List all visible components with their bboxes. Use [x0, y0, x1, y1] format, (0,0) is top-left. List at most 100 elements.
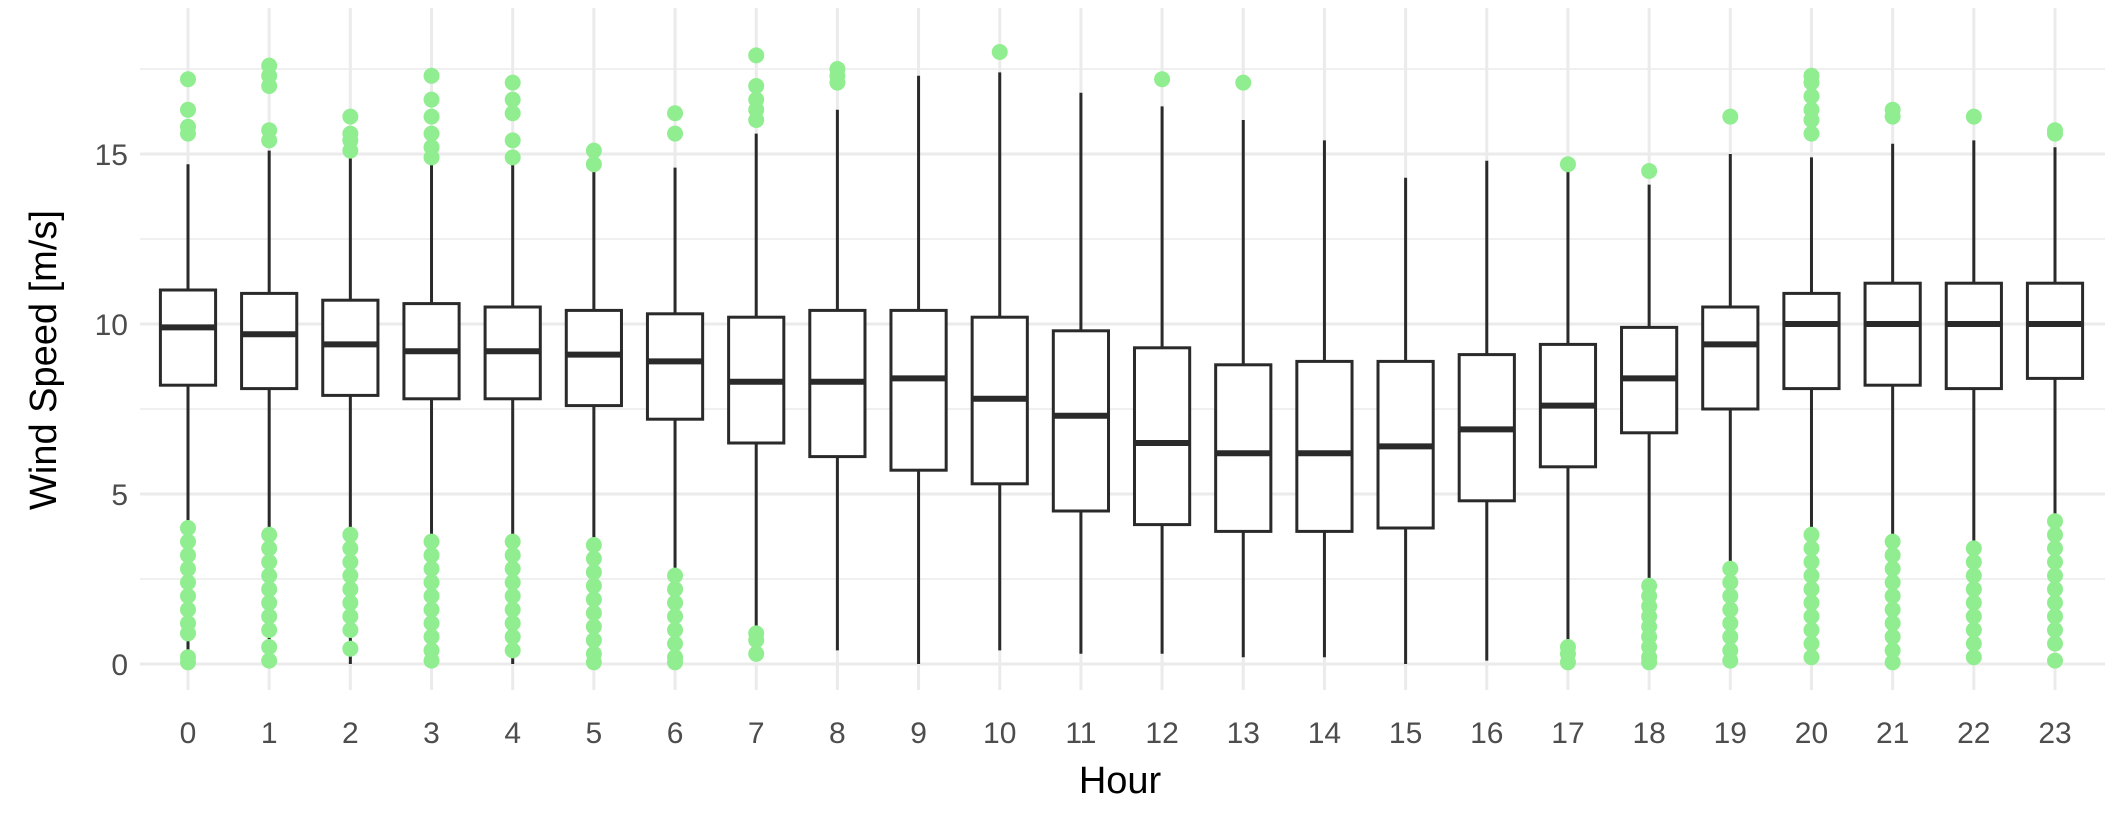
outlier-point: [180, 560, 196, 577]
outlier-point: [504, 74, 521, 91]
outlier-point: [667, 125, 684, 142]
x-tick-label: 9: [910, 717, 927, 750]
x-axis-title: Hour: [1079, 760, 1162, 802]
x-tick-label: 1: [261, 717, 278, 750]
outlier-point: [667, 608, 684, 625]
outlier-point: [342, 567, 359, 584]
box-hour-19: [1701, 154, 1760, 566]
outlier-point: [342, 526, 359, 543]
outlier-point: [342, 608, 359, 625]
outlier-point: [180, 547, 196, 564]
box-hour-10: [970, 72, 1029, 651]
outlier-point: [1803, 526, 1820, 543]
outlier-point: [342, 554, 359, 570]
x-tick-label: 7: [748, 717, 765, 750]
outlier-point: [180, 533, 196, 550]
box-hour-9: [889, 75, 948, 664]
x-tick-label: 21: [1876, 717, 1909, 750]
outlier-point: [2047, 652, 2063, 669]
outlier-point: [585, 618, 602, 635]
outlier-point: [342, 594, 359, 611]
outlier-point: [1722, 615, 1739, 632]
outlier-point: [261, 57, 278, 74]
outlier-point: [1884, 628, 1901, 645]
box-hour-17: [1538, 167, 1598, 644]
outlier-point: [504, 588, 521, 604]
x-tick-label: 22: [1957, 717, 1990, 750]
iqr-box: [1132, 346, 1192, 527]
outlier-point: [423, 652, 440, 669]
outlier-point: [261, 122, 278, 139]
outlier-point: [748, 645, 765, 662]
outlier-point: [748, 632, 765, 649]
outlier-point: [1884, 547, 1901, 564]
outlier-point: [1803, 101, 1820, 118]
outlier-point: [1965, 108, 1982, 125]
x-tick-label: 20: [1795, 717, 1828, 750]
outlier-point: [1965, 554, 1982, 570]
outlier-point: [1722, 628, 1739, 645]
iqr-box: [2025, 281, 2085, 380]
x-tick-label: 4: [504, 717, 521, 750]
iqr-box: [1295, 359, 1354, 533]
outlier-point: [342, 622, 359, 638]
x-tick-label: 14: [1308, 717, 1341, 750]
outlier-point: [2047, 608, 2063, 625]
outlier-point: [1803, 554, 1820, 570]
outlier-point: [1803, 635, 1820, 652]
outlier-point: [1965, 540, 1982, 557]
outlier-point: [423, 628, 440, 645]
outlier-point: [423, 615, 440, 632]
outlier-point: [1803, 594, 1820, 611]
box-hour-11: [1051, 92, 1111, 654]
box-hour-14: [1295, 140, 1354, 658]
outlier-point: [1965, 581, 1982, 598]
outlier-point: [585, 564, 602, 581]
x-tick-label: 2: [342, 717, 359, 750]
outlier-point: [1884, 642, 1901, 659]
x-tick-label: 6: [667, 717, 684, 750]
outlier-point: [585, 156, 602, 173]
outlier-point: [667, 581, 684, 598]
outlier-point: [423, 601, 440, 618]
box-hour-20: [1782, 157, 1841, 532]
box-hour-13: [1214, 120, 1273, 658]
outlier-point: [261, 622, 278, 638]
outlier-point: [423, 139, 440, 156]
iqr-box: [1214, 363, 1273, 533]
x-tick-label: 5: [586, 717, 603, 750]
iqr-box: [321, 298, 380, 397]
box-hour-15: [1376, 177, 1435, 664]
outlier-point: [423, 108, 440, 125]
box-hour-18: [1620, 184, 1679, 583]
x-tick-label: 15: [1389, 717, 1422, 750]
outlier-point: [261, 554, 278, 570]
outlier-point: [585, 591, 602, 608]
outlier-point: [261, 540, 278, 557]
outlier-point: [1722, 108, 1739, 125]
outlier-point: [180, 625, 196, 642]
x-tick-label: 17: [1551, 717, 1584, 750]
outlier-point: [1884, 601, 1901, 618]
outlier-point: [2047, 594, 2063, 611]
iqr-box: [1782, 291, 1841, 391]
outlier-point: [1965, 567, 1982, 584]
iqr-box: [564, 308, 623, 408]
outlier-point: [423, 547, 440, 564]
outlier-point: [1965, 622, 1982, 638]
outlier-point: [1803, 649, 1820, 666]
outlier-point: [504, 628, 521, 645]
box-hour-23: [2025, 147, 2085, 518]
outlier-point: [585, 654, 602, 671]
outlier-point: [504, 533, 521, 550]
y-tick-label: 15: [95, 139, 128, 172]
x-tick-label: 12: [1145, 717, 1178, 750]
outlier-point: [1884, 574, 1901, 591]
outlier-point: [180, 654, 196, 671]
outlier-point: [1965, 594, 1982, 611]
box-hour-12: [1132, 106, 1192, 654]
x-tick-label: 16: [1470, 717, 1503, 750]
outlier-point: [504, 615, 521, 632]
